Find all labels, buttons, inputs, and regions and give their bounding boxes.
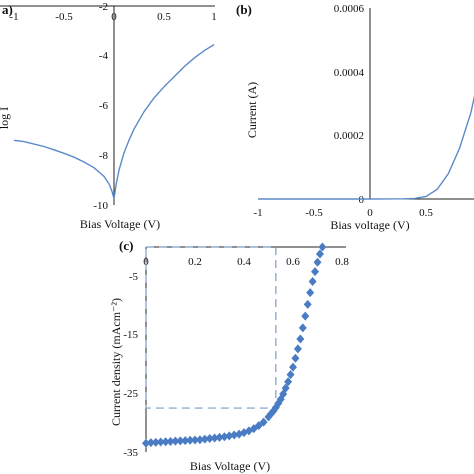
panel-c-y-tick-1: -15 — [123, 329, 138, 341]
panel-b-x-label: Bias voltage (V) — [330, 218, 409, 232]
panel-b-y-tick-1: 0.0002 — [334, 130, 364, 142]
panel-a-y-tick-1: -8 — [99, 150, 109, 162]
panel-c-x-tick-2: 0.4 — [237, 256, 251, 268]
panel-c-inset-box — [145, 246, 277, 409]
panel-c-data-point — [298, 323, 307, 333]
panel-c-data-point — [281, 383, 290, 393]
panel-c-x-tick-4: 0.8 — [335, 256, 349, 268]
panel-b: (b) 0 0.0002 0.0004 0.0006 -1 -0.5 0 0.5… — [236, 2, 474, 232]
panel-b-y-label: Current (A) — [245, 82, 259, 138]
panel-c-data-point — [181, 436, 190, 446]
panel-c-data-point — [291, 353, 300, 363]
panel-a-x-tick-3: 0.5 — [157, 11, 171, 23]
panel-c-data-point — [289, 362, 297, 372]
panel-c-data-point — [301, 311, 310, 321]
panel-a-y-tick-2: -6 — [99, 100, 109, 112]
panel-c-data-point — [142, 438, 150, 448]
panel-b-x-tick-0: -1 — [253, 207, 262, 219]
panel-c-series-points — [142, 242, 327, 448]
panel-c-y-tick-2: -25 — [123, 388, 138, 400]
panel-b-x-tick-2: 0 — [367, 207, 373, 219]
panel-c-data-point — [210, 433, 219, 443]
panel-c-data-point — [186, 435, 195, 445]
panel-a-y-tick-0: -10 — [93, 200, 108, 212]
panel-c-x-tick-3: 0.6 — [286, 256, 300, 268]
panel-c-data-point — [205, 434, 214, 444]
panel-c-data-point — [296, 334, 305, 344]
panel-c-data-point — [220, 432, 229, 442]
panel-c-data-point — [318, 242, 327, 252]
panel-c-data-point — [286, 370, 295, 380]
panel-c-x-label: Bias Voltage (V) — [190, 459, 270, 473]
panel-a-x-label: Bias Voltage (V) — [80, 217, 160, 231]
panel-c-data-point — [293, 344, 302, 354]
panel-c-x-tick-1: 0.2 — [188, 256, 202, 268]
panel-a-label: a) — [2, 2, 13, 17]
panel-c-y-tick-0: -5 — [129, 271, 139, 283]
panel-c-data-point — [313, 257, 322, 267]
panel-c-data-point — [284, 377, 293, 387]
panel-a-x-tick-4: 1 — [211, 11, 217, 23]
panel-c-data-point — [306, 288, 315, 298]
panel-c-data-point — [230, 430, 239, 440]
panel-c-data-point — [161, 437, 170, 447]
panel-a-x-tick-2: 0 — [111, 11, 117, 23]
panel-a-x-tick-1: -0.5 — [55, 11, 73, 23]
panel-c-data-point — [315, 249, 324, 259]
panel-c: (c) 0 0.2 0.4 0.6 0.8 -5 -15 -25 -35 Cur… — [109, 238, 349, 473]
panel-c-data-point — [303, 299, 312, 309]
panel-c-label: (c) — [119, 238, 133, 253]
panel-c-data-point — [176, 436, 185, 446]
panel-c-y-tick-3: -35 — [123, 447, 138, 459]
panel-b-x-tick-1: -0.5 — [305, 207, 323, 219]
panel-c-data-point — [200, 434, 209, 444]
panel-b-y-tick-2: 0.0004 — [334, 67, 365, 79]
panel-c-data-point — [151, 437, 160, 447]
panel-b-y-tick-0: 0 — [359, 194, 365, 206]
panel-c-data-point — [166, 436, 175, 446]
panel-c-data-point — [225, 431, 234, 441]
panel-c-y-label: Current density (mAcm⁻²) — [109, 298, 123, 426]
panel-c-data-point — [215, 432, 224, 442]
panel-c-data-point — [156, 437, 165, 447]
panel-a-series-line — [13, 44, 215, 199]
panel-c-data-point — [308, 277, 317, 287]
panel-a-y-tick-4: -2 — [99, 1, 108, 13]
panel-c-data-point — [259, 417, 268, 427]
panel-a-y-tick-3: -4 — [99, 50, 109, 62]
panel-c-data-point — [191, 435, 199, 445]
panel-b-y-tick-3: 0.0006 — [334, 3, 365, 15]
panel-c-data-point — [254, 421, 263, 431]
panel-a-y-label: log I — [0, 107, 11, 129]
panel-b-x-tick-3: 0.5 — [419, 207, 433, 219]
panel-c-data-point — [311, 267, 320, 277]
panel-c-data-point — [146, 438, 155, 448]
panel-c-data-point — [171, 436, 180, 446]
panel-a-x-tick-0: -1 — [9, 11, 18, 23]
panel-c-data-point — [195, 435, 204, 445]
panel-b-series-line — [258, 95, 474, 200]
panel-a: a) -1 -0.5 0 0.5 1 -10 -8 -6 -4 -2 log I… — [0, 1, 217, 231]
panel-b-label: (b) — [236, 2, 252, 17]
